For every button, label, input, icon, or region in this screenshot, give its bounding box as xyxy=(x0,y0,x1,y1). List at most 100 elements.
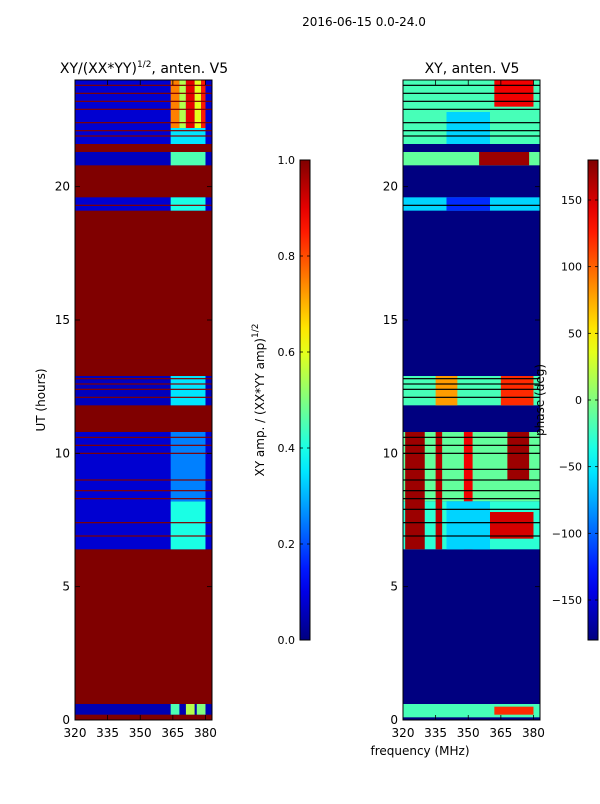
x-tick-label: 320 xyxy=(64,726,87,740)
flagged-time-line xyxy=(75,135,212,137)
colorbar-tick-label: −100 xyxy=(552,527,582,540)
colorbar-tick-label: −150 xyxy=(552,594,582,607)
x-axis-label: frequency (MHz) xyxy=(370,744,469,758)
flagged-time-line xyxy=(403,468,540,470)
flagged-time-line xyxy=(75,378,212,380)
y-tick-label: 5 xyxy=(390,580,398,594)
flagged-time-line xyxy=(403,92,540,94)
x-tick-label: 350 xyxy=(457,726,480,740)
heatmap-cell-group xyxy=(179,80,186,128)
heatmap-cell-group xyxy=(170,376,206,406)
panel-title-amplitude: XY/(XX*YY)1/2, anten. V5 xyxy=(60,60,228,77)
colorbar-tick-label: 50 xyxy=(568,327,582,340)
colorbar-label-amplitude: XY amp. / (XX*YY amp)1/2 xyxy=(251,324,267,477)
heatmap-cell-group xyxy=(185,704,195,715)
colorbar-tick-label: 0 xyxy=(575,394,582,407)
flagged-time-line xyxy=(75,444,212,446)
flagged-time-line xyxy=(403,388,540,390)
flagged-time-line xyxy=(75,84,212,86)
colorbar-label-phase: phase (deg) xyxy=(533,364,547,436)
flagged-time-line xyxy=(403,378,540,380)
heatmap-cell-group xyxy=(170,197,206,211)
flagged-time-line xyxy=(403,444,540,446)
y-tick-label: 15 xyxy=(383,313,398,327)
flagged-time-line xyxy=(403,100,540,102)
colorbar-scale xyxy=(299,159,311,641)
y-tick-label: 15 xyxy=(55,313,70,327)
y-tick-label: 10 xyxy=(55,446,70,460)
flagged-time-line xyxy=(75,436,212,438)
flagged-time-line xyxy=(403,498,540,500)
amplitude-heatmap xyxy=(75,80,212,720)
x-tick-label: 320 xyxy=(392,726,415,740)
heatmap-band xyxy=(403,717,540,720)
heatmap-cell-group xyxy=(170,152,206,166)
flagged-time-line xyxy=(75,388,212,390)
heatmap-cell-group xyxy=(479,152,530,166)
colorbar-tick-label: −50 xyxy=(559,461,582,474)
flagged-time-line xyxy=(75,100,212,102)
flagged-time-line xyxy=(75,92,212,94)
heatmap-cell-group xyxy=(201,80,206,128)
flagged-time-line xyxy=(75,130,212,132)
y-axis-label: UT (hours) xyxy=(34,368,48,431)
flagged-time-line xyxy=(403,452,540,454)
heatmap-cell-group xyxy=(446,501,490,550)
flagged-time-line xyxy=(403,508,540,510)
y-tick-label: 20 xyxy=(55,180,70,194)
y-tick-label: 0 xyxy=(62,713,70,727)
flagged-time-line xyxy=(403,204,540,206)
heatmap-cell-group xyxy=(507,432,530,480)
plot-frame xyxy=(402,79,541,721)
phase-panel: XY, anten. V5 320 335 350 365 380 0 5 10 15 20 xyxy=(383,61,545,740)
x-tick-label: 380 xyxy=(194,726,217,740)
colorbar-tick-label: 0.0 xyxy=(278,634,296,647)
flagged-time-line xyxy=(403,383,540,385)
heatmap-cell-group xyxy=(194,80,202,128)
flagged-time-line xyxy=(403,522,540,524)
flagged-time-line xyxy=(403,84,540,86)
flagged-time-line xyxy=(75,122,212,124)
colorbar-tick-label: 0.8 xyxy=(278,250,296,263)
flagged-time-line xyxy=(403,122,540,124)
flagged-time-line xyxy=(75,383,212,385)
heatmap-cell-group xyxy=(435,376,458,406)
phase-axes: 320 335 350 365 380 0 5 10 15 20 xyxy=(383,79,545,740)
flagged-time-line xyxy=(75,108,212,110)
amplitude-colorbar: XY amp. / (XX*YY amp)1/2 0.0 0.2 0.4 0.6 0.8… xyxy=(251,154,311,647)
flagged-time-line xyxy=(403,396,540,398)
y-tick-label: 5 xyxy=(62,580,70,594)
flagged-time-line xyxy=(403,535,540,537)
heatmap-cell-group xyxy=(170,704,180,715)
x-tick-label: 380 xyxy=(522,726,545,740)
phase-colorbar: phase (deg) −150 −100 −50 0 50 100 150 xyxy=(533,159,599,641)
heatmap-cell-group xyxy=(500,376,534,406)
flagged-time-line xyxy=(75,204,212,206)
x-tick-label: 365 xyxy=(489,726,512,740)
heatmap-cell-group xyxy=(170,432,206,502)
flagged-time-line xyxy=(75,452,212,454)
colorbar-tick-label: 0.2 xyxy=(278,538,296,551)
heatmap-cell-group xyxy=(489,512,534,539)
flagged-time-line xyxy=(75,396,212,398)
flagged-time-line xyxy=(403,108,540,110)
colorbar-tick-label: 0.6 xyxy=(278,346,296,359)
heatmap-body xyxy=(403,80,540,720)
heatmap-cell-group xyxy=(170,80,180,128)
amplitude-ratio-panel: XY/(XX*YY)1/2, anten. V5 UT (hours) 320 3… xyxy=(34,60,228,740)
flagged-time-line xyxy=(403,135,540,137)
x-tick-label: 335 xyxy=(424,726,447,740)
heatmap-cell-group xyxy=(185,80,195,128)
colorbar-tick-label: 1.0 xyxy=(278,154,296,167)
flagged-time-line xyxy=(75,479,212,481)
x-tick-label: 335 xyxy=(96,726,119,740)
colorbar-tick-label: 0.4 xyxy=(278,442,296,455)
heatmap-band xyxy=(75,714,212,720)
y-tick-label: 10 xyxy=(383,446,398,460)
plot-frame xyxy=(74,79,213,721)
amplitude-axes: 320 335 350 365 380 0 5 10 15 20 xyxy=(55,79,217,740)
x-tick-label: 350 xyxy=(129,726,152,740)
flagged-time-line xyxy=(403,490,540,492)
flagged-time-line xyxy=(75,522,212,524)
